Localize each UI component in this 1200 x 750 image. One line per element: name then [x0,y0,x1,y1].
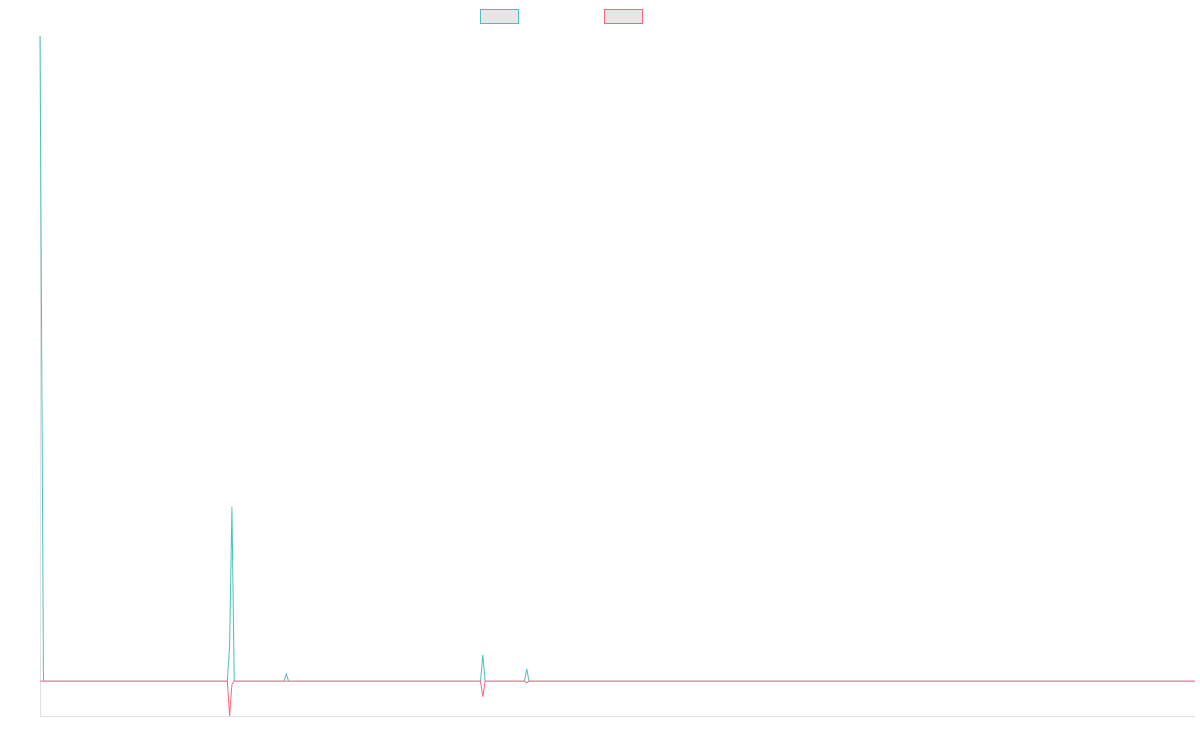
series-line-2 [40,680,1195,717]
legend-swatch-series-1[interactable] [480,9,519,24]
legend-swatch-series-2[interactable] [604,9,643,24]
series-line-1 [39,35,1195,682]
